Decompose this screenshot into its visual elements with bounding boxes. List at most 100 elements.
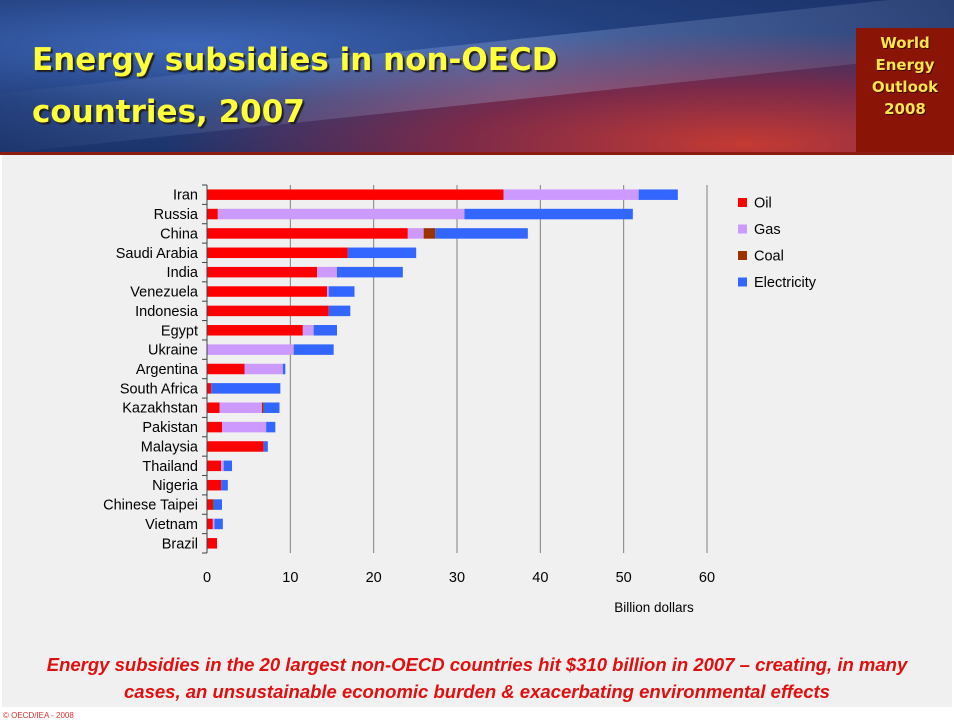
- bar-south-africa-oil: [207, 383, 212, 394]
- bar-china-gas: [407, 228, 424, 239]
- x-axis-title: Billion dollars: [614, 600, 694, 615]
- bar-saudi-arabia-electricity: [347, 247, 417, 259]
- bar-egypt-oil: [207, 325, 303, 336]
- axes: [202, 184, 208, 554]
- bar-iran-oil: [207, 189, 504, 200]
- bar-iran-gas: [503, 189, 639, 200]
- bar-malaysia-electricity: [263, 441, 268, 452]
- slide-title: Energy subsidies in non-OECD countries, …: [32, 42, 558, 130]
- bar-chinese-taipei-oil: [207, 499, 212, 510]
- legend: Oil Gas Coal Electricity: [738, 196, 817, 291]
- x-tick-label-0: 0: [203, 570, 211, 586]
- weo-logo: World Energy Outlook 2008: [856, 28, 954, 152]
- bar-south-africa-electricity: [211, 383, 281, 394]
- category-label-iran: Iran: [173, 188, 198, 204]
- bar-india-gas: [317, 266, 337, 278]
- bar-ukraine-gas: [207, 344, 294, 355]
- bar-indonesia-oil: [207, 305, 329, 317]
- legend-label-gas: Gas: [754, 222, 781, 238]
- category-label-saudi-arabia: Saudi Arabia: [116, 246, 199, 262]
- category-label-pakistan: Pakistan: [142, 420, 198, 436]
- copyright: © OECD/IEA - 2008: [3, 711, 74, 720]
- bar-egypt-electricity: [313, 325, 337, 336]
- bar-pakistan-electricity: [266, 421, 276, 433]
- category-label-brazil: Brazil: [162, 536, 198, 552]
- legend-label-electricity: Electricity: [754, 275, 817, 291]
- category-label-china: China: [160, 226, 199, 242]
- bar-chinese-taipei-coal: [212, 499, 214, 510]
- content-panel: [2, 155, 952, 707]
- bar-saudi-arabia-oil: [207, 247, 348, 259]
- x-tick-label-10: 10: [282, 570, 298, 586]
- x-tick-label-40: 40: [532, 570, 548, 586]
- bar-nigeria-oil: [207, 479, 222, 491]
- bar-kazakhstan-coal: [262, 402, 264, 413]
- gridlines: [289, 185, 708, 553]
- bar-russia-gas: [217, 208, 465, 220]
- bar-vietnam-gas: [212, 518, 215, 530]
- weo-logo-text: World Energy Outlook 2008: [871, 34, 939, 118]
- bar-argentina-oil: [207, 363, 245, 375]
- category-label-indonesia: Indonesia: [135, 304, 199, 320]
- bar-india-oil: [207, 266, 317, 278]
- legend-swatch-oil: [738, 198, 747, 207]
- legend-label-oil: Oil: [754, 196, 772, 212]
- bar-venezuela-oil: [207, 286, 327, 297]
- category-label-thailand: Thailand: [142, 459, 198, 475]
- stacked-bar-chart: Iran Russia China Saudi Arabia India Venezuel…: [103, 184, 817, 615]
- bar-kazakhstan-oil: [207, 402, 220, 413]
- bar-indonesia-electricity: [328, 305, 351, 317]
- bar-russia-electricity: [464, 208, 633, 220]
- bar-kazakhstan-electricity: [263, 402, 280, 413]
- category-label-south-africa: South Africa: [120, 381, 199, 397]
- x-tick-label-20: 20: [366, 570, 382, 586]
- bar-malaysia-oil: [207, 441, 264, 452]
- bar-argentina-gas: [244, 363, 283, 375]
- legend-swatch-electricity: [738, 277, 747, 287]
- category-label-malaysia: Malaysia: [141, 439, 199, 455]
- caption: Energy subsidies in the 20 largest non-O…: [46, 654, 908, 702]
- x-tick-label-50: 50: [616, 570, 632, 586]
- bar-pakistan-gas: [222, 421, 267, 433]
- bars: [207, 189, 678, 549]
- category-label-argentina: Argentina: [136, 362, 199, 378]
- legend-swatch-coal: [738, 251, 747, 260]
- bar-iran-electricity: [638, 189, 678, 200]
- category-label-nigeria: Nigeria: [152, 478, 199, 494]
- bar-venezuela-electricity: [328, 286, 355, 297]
- bar-thailand-gas: [221, 460, 224, 472]
- category-label-egypt: Egypt: [161, 323, 198, 339]
- bar-vietnam-electricity: [214, 518, 223, 530]
- x-tick-label-60: 60: [699, 570, 715, 586]
- bar-india-electricity: [337, 266, 403, 278]
- category-label-ukraine: Ukraine: [148, 343, 198, 359]
- bar-nigeria-electricity: [221, 479, 228, 491]
- category-label-india: India: [167, 265, 199, 281]
- bar-egypt-gas: [302, 325, 314, 336]
- bar-vietnam-oil: [207, 518, 213, 530]
- category-label-vietnam: Vietnam: [145, 517, 198, 533]
- bar-china-electricity: [435, 228, 528, 239]
- x-tick-label-30: 30: [449, 570, 465, 586]
- bar-china-oil: [207, 228, 408, 239]
- bar-argentina-electricity: [282, 363, 286, 375]
- bar-thailand-electricity: [223, 460, 232, 472]
- bar-brazil-oil: [207, 538, 217, 549]
- bar-thailand-oil: [207, 460, 222, 472]
- title-banner: Energy subsidies in non-OECD countries, …: [0, 0, 954, 155]
- bar-kazakhstan-gas: [219, 402, 262, 413]
- bar-china-coal: [423, 228, 436, 239]
- category-labels: Iran Russia China Saudi Arabia India Venezuel…: [103, 188, 199, 553]
- bar-venezuela-gas: [327, 286, 329, 297]
- category-label-venezuela: Venezuela: [130, 285, 199, 301]
- x-tick-labels: 0 10 20 30 40 50 60: [203, 570, 715, 586]
- category-label-kazakhstan: Kazakhstan: [122, 401, 198, 417]
- bar-russia-oil: [207, 208, 218, 220]
- bar-ukraine-electricity: [293, 344, 334, 355]
- category-label-chinese-taipei: Chinese Taipei: [103, 498, 198, 514]
- bar-chinese-taipei-electricity: [213, 499, 222, 510]
- legend-label-coal: Coal: [754, 249, 784, 265]
- category-label-russia: Russia: [154, 207, 199, 223]
- bar-pakistan-oil: [207, 421, 222, 433]
